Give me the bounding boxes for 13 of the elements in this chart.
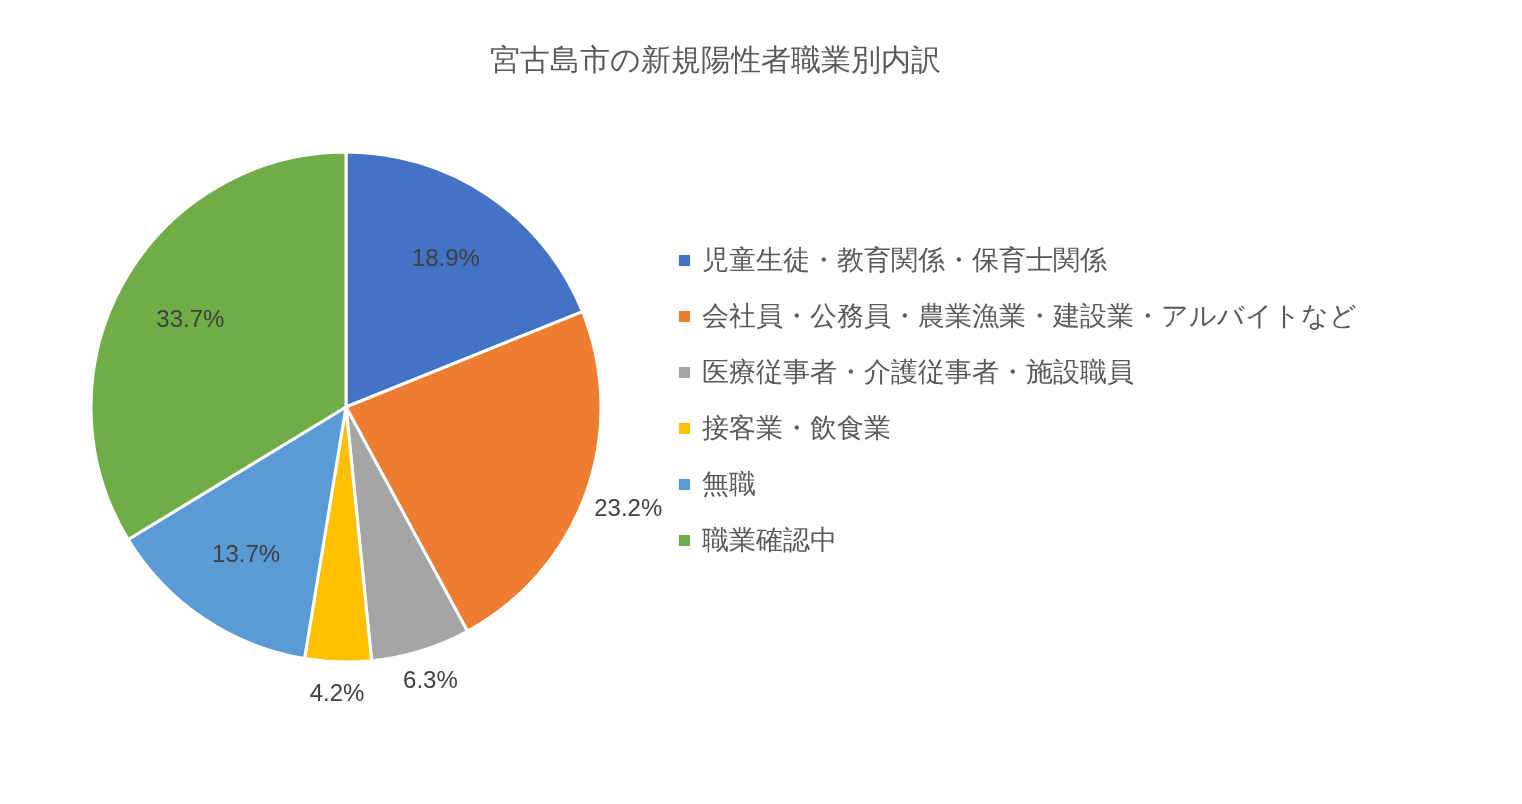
legend-label: 接客業・飲食業 bbox=[702, 411, 891, 443]
data-label: 6.3% bbox=[403, 666, 458, 694]
data-label: 4.2% bbox=[309, 678, 365, 706]
legend-label: 児童生徒・教育関係・保育士関係 bbox=[702, 243, 1107, 275]
data-label: 33.7% bbox=[156, 304, 225, 332]
legend-label: 無職 bbox=[702, 467, 756, 499]
data-label: 23.2% bbox=[594, 493, 663, 521]
chart-title: 宮古島市の新規陽性者職業別内訳 bbox=[490, 42, 942, 77]
legend-label: 会社員・公務員・農業漁業・建設業・アルバイトなど bbox=[702, 299, 1357, 331]
data-label: 13.7% bbox=[212, 539, 281, 567]
legend-label: 医療従事者・介護従事者・施設職員 bbox=[702, 355, 1134, 387]
data-label: 18.9% bbox=[411, 244, 480, 272]
legend-label: 職業確認中 bbox=[702, 523, 837, 555]
